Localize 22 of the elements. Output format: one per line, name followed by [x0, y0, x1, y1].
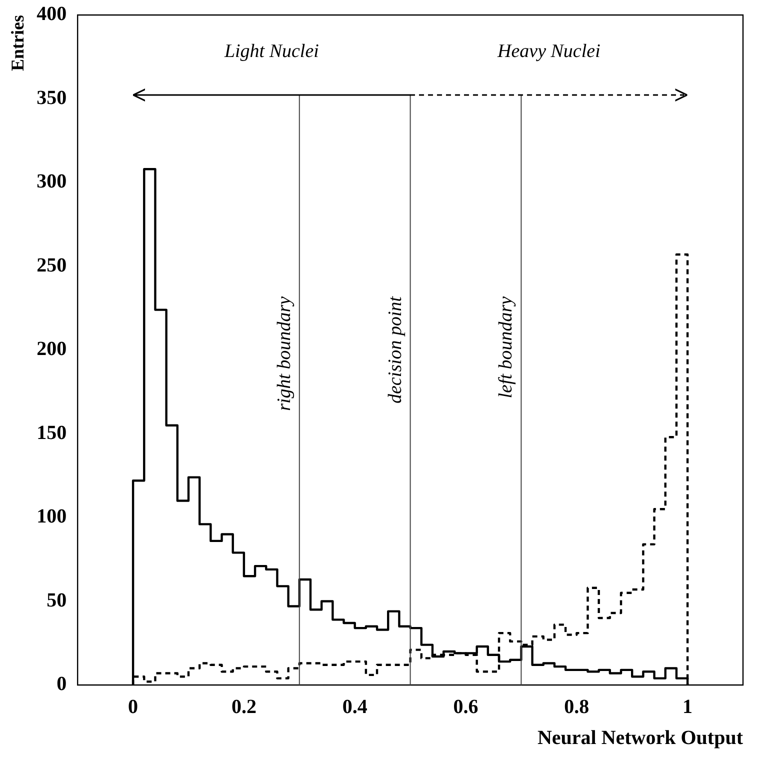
y-tick-label: 350 [36, 86, 67, 109]
y-tick-label: 400 [36, 3, 67, 26]
y-tick-label: 300 [36, 170, 67, 193]
x-tick-label: 0.6 [453, 696, 478, 718]
x-tick-label: 0 [128, 696, 138, 718]
x-tick-label: 1 [682, 696, 693, 718]
ref-line-label: left boundary [496, 296, 517, 398]
y-axis-title: Entries [7, 15, 28, 71]
y-tick-label: 100 [36, 506, 67, 528]
ref-line-label: decision point [384, 296, 406, 404]
x-tick-label: 0.2 [231, 696, 256, 718]
y-tick-label: 200 [36, 338, 67, 360]
x-tick-label: 0.8 [564, 696, 590, 718]
annotation: Heavy Nuclei [496, 40, 600, 62]
y-tick-label: 250 [36, 254, 67, 276]
y-tick-label: 0 [56, 673, 67, 696]
annotation: Light Nuclei [223, 40, 319, 62]
x-axis-title: Neural Network Output [537, 727, 744, 750]
x-tick-label: 0.4 [342, 696, 368, 718]
ref-line-label: right boundary [274, 296, 295, 411]
y-tick-label: 150 [36, 422, 67, 444]
y-tick-label: 50 [46, 589, 67, 612]
